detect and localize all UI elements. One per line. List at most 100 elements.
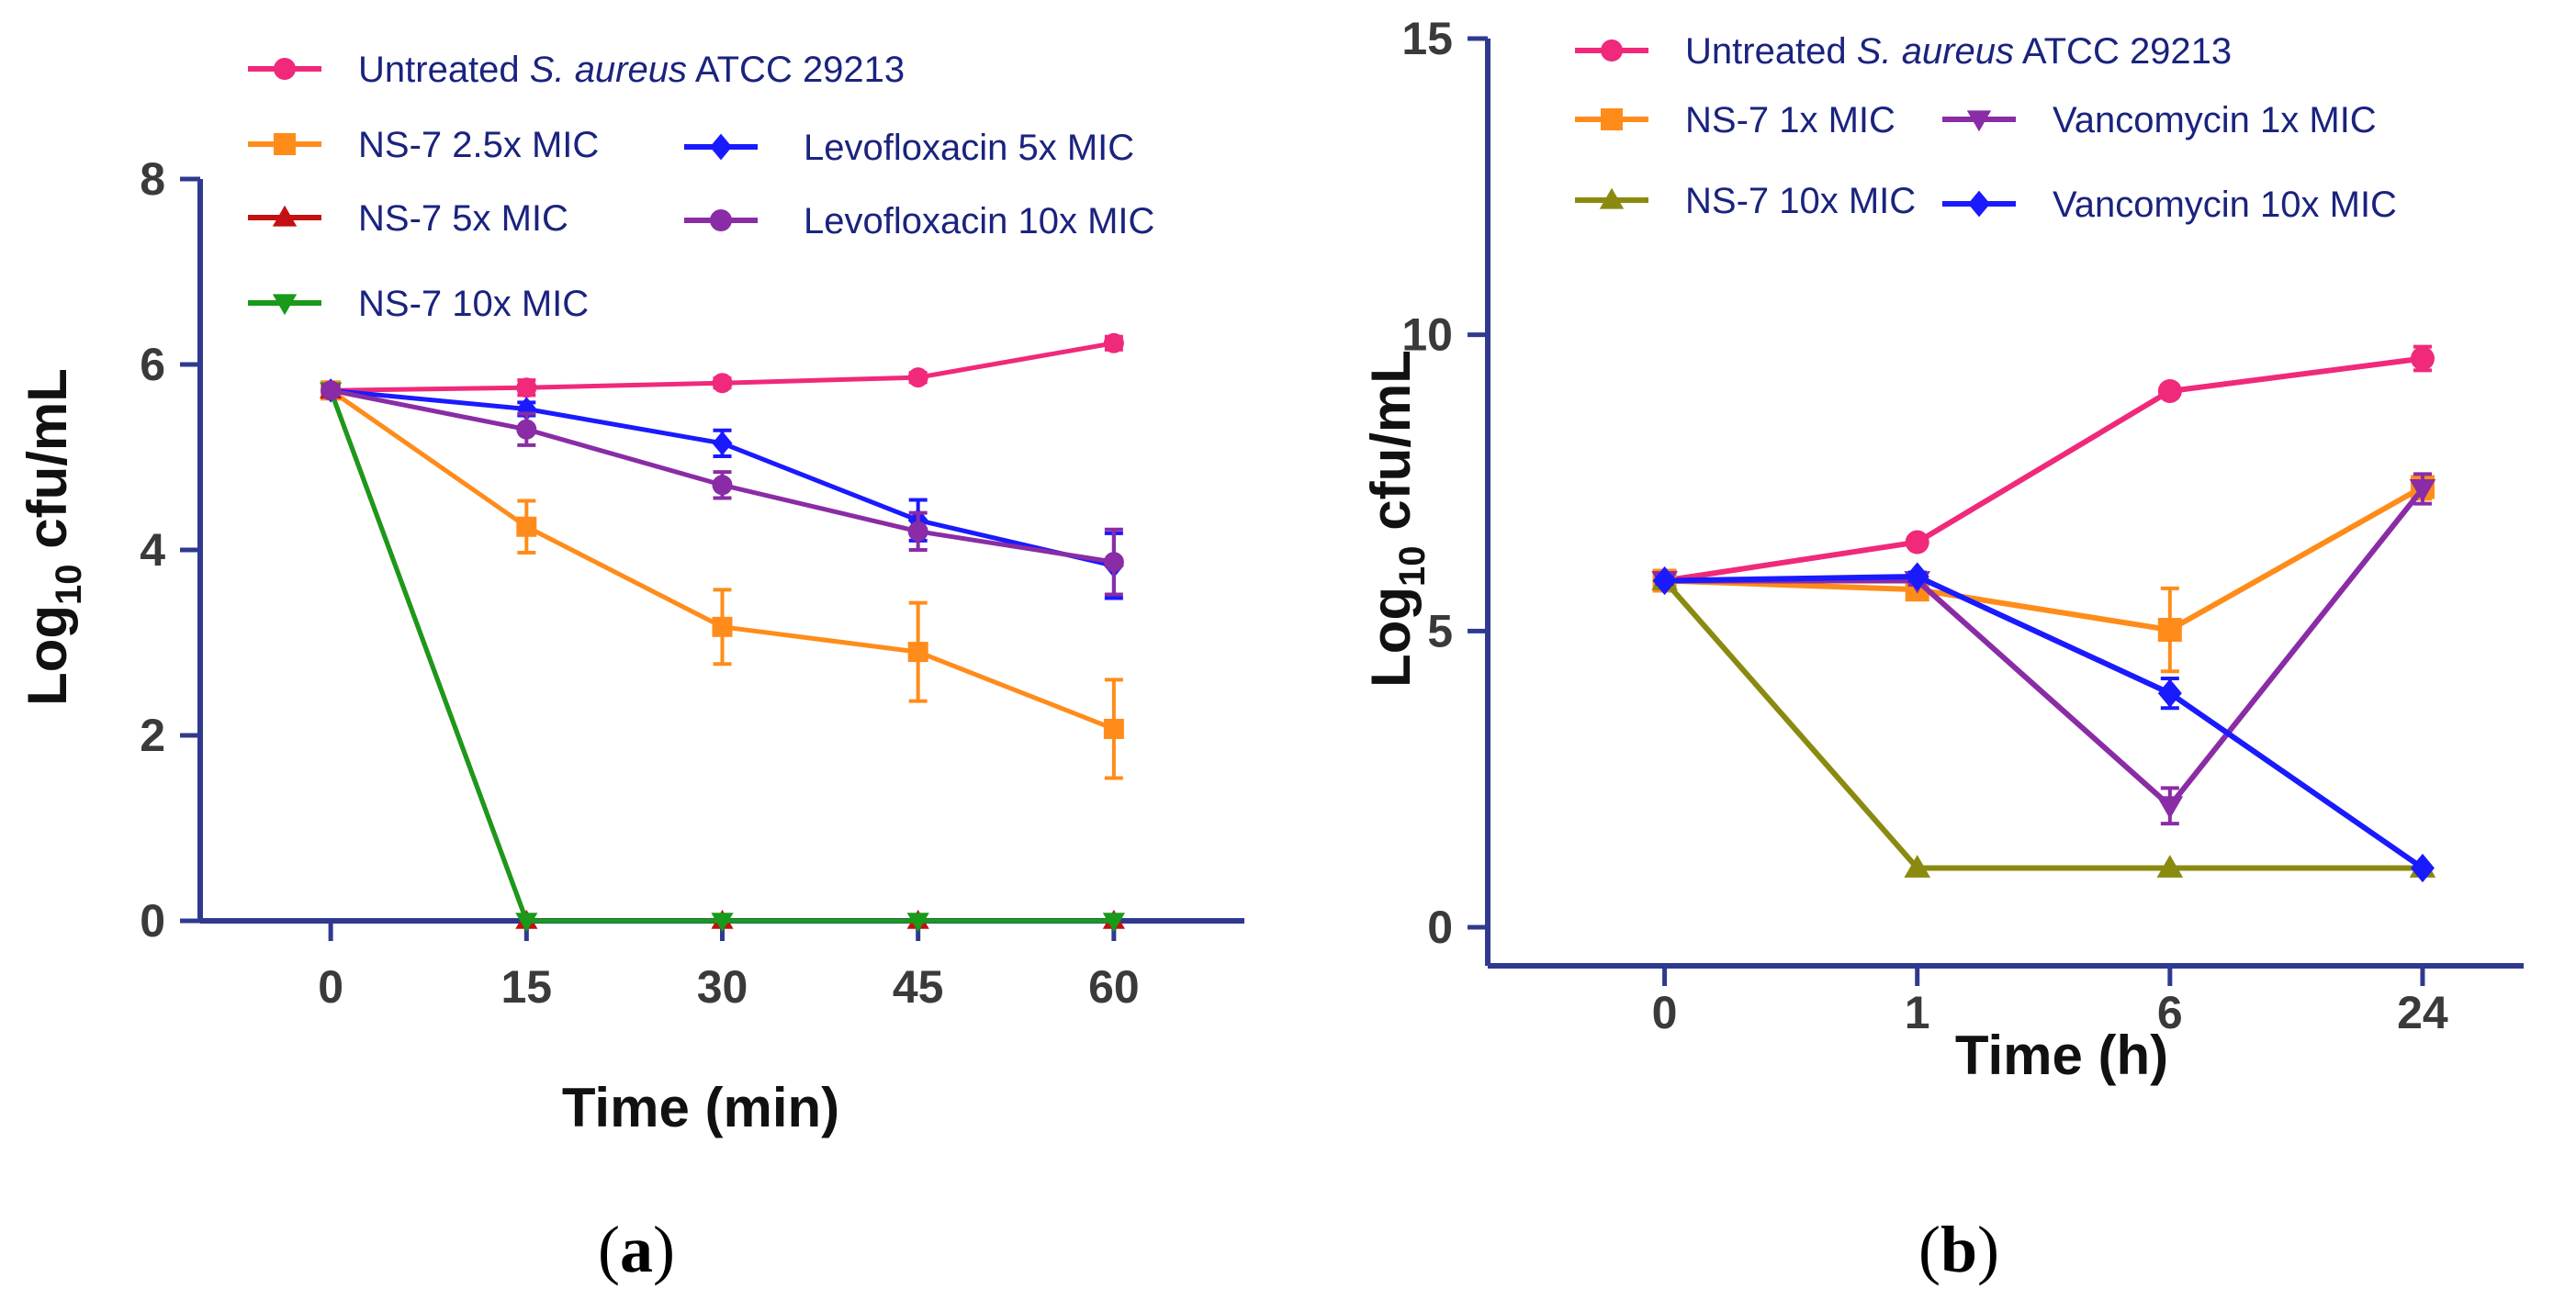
panel-a-series-1-point xyxy=(907,642,928,663)
panel-b-y-axis-title: Log10 cfu/mL xyxy=(1360,350,1433,688)
panel-a-series-5-point xyxy=(907,521,928,542)
panel-b-series-1-point xyxy=(2157,618,2182,643)
legend-item-untreated-a: Untreated S. aureus ATCC 29213 xyxy=(248,50,905,90)
panel-b-series-2-point xyxy=(2156,855,2184,878)
panel-b-series-4-point xyxy=(1905,562,1929,591)
legend-swatch-levo-5x-a xyxy=(684,133,758,161)
legend-label-ns7-2.5x-a: NS-7 2.5x MIC xyxy=(358,125,599,165)
legend-swatch-vanco-10x-b xyxy=(1942,190,2016,218)
panel-b-series-4-line xyxy=(1664,573,2424,870)
panel-b-y-tick-label: 15 xyxy=(1401,13,1453,64)
legend-swatch-marker xyxy=(710,133,732,161)
legend-label-untreated-b: Untreated S. aureus ATCC 29213 xyxy=(1685,31,2232,72)
panel-b-series-1 xyxy=(1652,473,2435,674)
panel-b-x-tick-label: 6 xyxy=(2157,987,2183,1038)
panel-b-x-axis-title: Time (h) xyxy=(1955,1025,2168,1086)
legend-swatch-marker xyxy=(1601,39,1623,62)
panel-a-axes xyxy=(197,179,1244,924)
panel-b-series-3 xyxy=(1651,472,2436,826)
panel-a-x-tick-label: 15 xyxy=(501,961,553,1013)
legend-swatch-marker xyxy=(1599,187,1625,209)
panel-a-series-0 xyxy=(321,332,1124,401)
panel-b-series-0-line xyxy=(1664,355,2424,584)
legend-swatch-marker xyxy=(710,209,732,231)
panel-b-series xyxy=(1651,344,2436,883)
panel-a-series-4-point xyxy=(712,431,733,456)
panel-a-series xyxy=(320,332,1125,933)
panel-b-series-0 xyxy=(1652,344,2435,593)
panel-a-series-1-point xyxy=(516,516,537,537)
legend-swatch-marker xyxy=(1966,110,1992,132)
panel-a-series-3-point xyxy=(515,913,538,933)
legend-swatch-marker xyxy=(1968,190,1990,218)
legend-label-ns7-10x-a: NS-7 10x MIC xyxy=(358,284,589,324)
panel-b-series-0-point xyxy=(2157,378,2182,403)
panel-b-label: (b) xyxy=(1918,1213,1999,1286)
panel-b-x-tick-label: 1 xyxy=(1905,987,1930,1038)
panel-b-series-0-point xyxy=(2410,346,2435,371)
panel-b-series-4 xyxy=(1652,562,2435,883)
panel-b-series-0-point xyxy=(1905,530,1929,555)
panel-a-series-0-point xyxy=(1103,332,1124,353)
legend-swatch-marker xyxy=(1601,108,1623,130)
panel-a-x-tick-label: 30 xyxy=(697,961,748,1013)
panel-a-y-tick-label: 0 xyxy=(140,895,165,947)
panel-a-label: (a) xyxy=(598,1213,675,1286)
panel-b-chart: 0 5 10 15 0 1 6 24 Time (h) Log10 cfu/mL Untrea… xyxy=(1360,13,2524,1286)
panel-a-series-1-point xyxy=(712,616,733,637)
legend-item-vanco-1x-b: Vancomycin 1x MIC xyxy=(1942,100,2377,140)
legend-swatch-ns7-2.5x-a xyxy=(248,133,321,155)
legend-label-untreated-a: Untreated S. aureus ATCC 29213 xyxy=(358,50,905,90)
legend-swatch-ns7-10x-b xyxy=(1575,187,1648,209)
legend-swatch-marker xyxy=(272,294,298,316)
panel-b-series-1-line xyxy=(1664,484,2424,633)
legend-item-vanco-10x-b: Vancomycin 10x MIC xyxy=(1942,185,2397,225)
legend-item-levo-10x-a: Levofloxacin 10x MIC xyxy=(684,201,1154,241)
panel-b-series-4-point xyxy=(2410,853,2435,883)
legend-label-vanco-1x-b: Vancomycin 1x MIC xyxy=(2053,100,2377,140)
legend-item-levo-5x-a: Levofloxacin 5x MIC xyxy=(684,128,1134,168)
legend-label-ns7-1x-b: NS-7 1x MIC xyxy=(1685,100,1895,140)
legend-swatch-untreated-a xyxy=(248,58,321,80)
panel-b-axes xyxy=(1485,39,2524,969)
panel-a-chart: 0 2 4 6 8 0 15 30 45 60 Time (min) Log10 cfu/mL U… xyxy=(17,50,1244,1286)
panel-b-series-3-point xyxy=(2409,479,2436,502)
legend-item-ns7-1x-b: NS-7 1x MIC xyxy=(1575,100,1895,140)
panel-b-series-2-line xyxy=(1662,578,2423,871)
panel-a-y-tick-label: 8 xyxy=(140,153,165,205)
panel-b-series-2 xyxy=(1651,567,2436,878)
panel-a-series-5-point xyxy=(1103,552,1124,573)
panel-b-series-2-point xyxy=(1904,855,1931,878)
panel-a-series-0-point xyxy=(516,377,537,398)
panel-b-series-3-line xyxy=(1664,487,2425,809)
legend-item-untreated-b: Untreated S. aureus ATCC 29213 xyxy=(1575,31,2232,72)
panel-b-ticks: 0 5 10 15 0 1 6 24 xyxy=(1401,13,2448,1038)
panel-a-series-0-point xyxy=(907,367,928,388)
panel-b-x-tick-label: 0 xyxy=(1652,987,1678,1038)
panel-a-y-axis-title: Log10 cfu/mL xyxy=(17,368,89,706)
panel-b-series-3-point xyxy=(2156,796,2184,820)
legend-item-ns7-5x-a: NS-7 5x MIC xyxy=(248,198,568,239)
panel-a-y-tick-label: 6 xyxy=(140,339,165,390)
panel-b-y-tick-label: 10 xyxy=(1401,309,1453,361)
legend-swatch-vanco-1x-b xyxy=(1942,110,2016,132)
panel-a-x-axis-title: Time (min) xyxy=(562,1077,839,1138)
panel-a-series-3-point xyxy=(1102,913,1125,933)
panel-b-series-4-point xyxy=(1652,566,1677,596)
panel-a-legend: Untreated S. aureus ATCC 29213 NS-7 2.5x… xyxy=(248,50,1154,324)
legend-swatch-ns7-1x-b xyxy=(1575,108,1648,130)
legend-label-vanco-10x-b: Vancomycin 10x MIC xyxy=(2053,185,2397,225)
panel-b-y-tick-label: 0 xyxy=(1427,902,1453,953)
panel-a-series-3-point xyxy=(711,913,734,933)
panel-a-x-tick-label: 0 xyxy=(318,961,343,1013)
legend-item-ns7-10x-b: NS-7 10x MIC xyxy=(1575,181,1916,221)
panel-a-y-tick-label: 4 xyxy=(140,524,165,576)
panel-a-series-5-point xyxy=(516,419,537,440)
legend-label-ns7-5x-a: NS-7 5x MIC xyxy=(358,198,568,239)
legend-item-ns7-10x-a: NS-7 10x MIC xyxy=(248,284,589,324)
panel-a-series-5-point xyxy=(712,475,733,496)
legend-swatch-untreated-b xyxy=(1575,39,1648,62)
legend-swatch-marker xyxy=(274,58,296,80)
panel-b-legend: Untreated S. aureus ATCC 29213 NS-7 1x M… xyxy=(1575,31,2397,225)
